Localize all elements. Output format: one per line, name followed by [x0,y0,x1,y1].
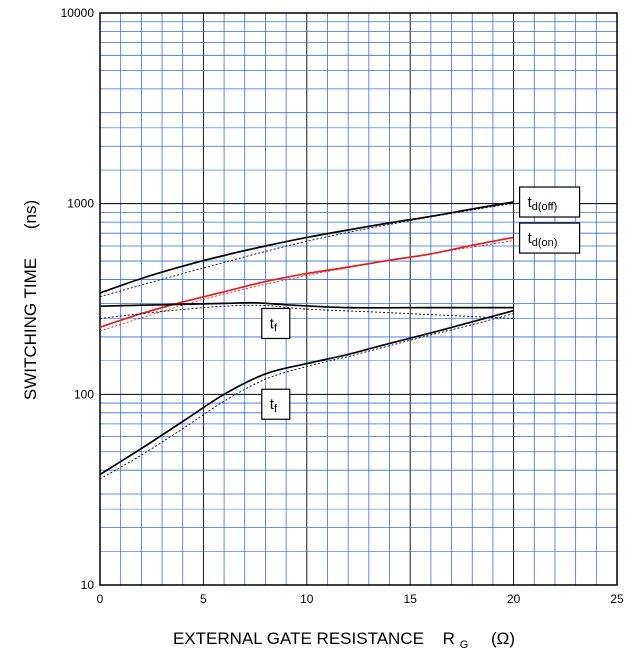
x-axis-unit: (Ω) [491,629,515,648]
curve-label-subscript: f [274,322,278,334]
y-tick-label: 10000 [61,6,95,20]
x-tick-label: 15 [404,592,418,606]
plot-frame [99,12,618,586]
series-line-td-off [99,201,514,294]
y-axis-title: SWITCHING TIME (ns) [21,200,40,400]
series-line-tf [99,309,514,476]
curve-label-subscript: d(off) [532,201,557,213]
curve-label-subscript: f [274,403,278,415]
curve-label-subscript: d(on) [532,237,558,249]
x-axis-symbol-subscript: G [460,639,469,651]
series-line-td-on-calc [99,240,514,332]
curve-label: tf [270,315,278,334]
series-layer [99,201,514,480]
y-axis-label: SWITCHING TIME [21,258,40,400]
curve-label-box [518,222,581,254]
x-tick-label: 20 [507,592,521,606]
curve-label-box [518,186,581,218]
tick-label-layer: 0 5 10 15 20 25 10 100 1000 10000 [61,6,624,606]
curve-label-box [261,388,291,420]
y-tick-label: 1000 [67,197,94,211]
curve-label: td(off) [528,194,558,213]
curve-label-main: t [528,230,533,247]
y-tick-label: 10 [81,578,95,592]
curve-label-box [261,307,291,340]
curve-label-main: t [270,315,275,332]
curve-label-main: t [528,194,533,211]
series-line-tr [99,301,514,309]
x-tick-label: 10 [300,592,314,606]
y-axis-unit: (ns) [21,200,40,229]
x-tick-label: 0 [97,592,104,606]
y-tick-label: 100 [74,387,94,401]
x-tick-label: 25 [610,592,624,606]
x-axis-label: EXTERNAL GATE RESISTANCE [173,629,424,648]
curve-label: tf [270,396,278,415]
x-axis-symbol: R [443,629,455,648]
x-tick-label: 5 [200,592,207,606]
curve-label-main: t [270,396,275,413]
x-axis-title: EXTERNAL GATE RESISTANCE R G (Ω) [173,629,515,652]
series-line-tf-calc [99,313,514,480]
grid-layer [99,12,618,586]
curve-label: td(on) [528,230,558,249]
